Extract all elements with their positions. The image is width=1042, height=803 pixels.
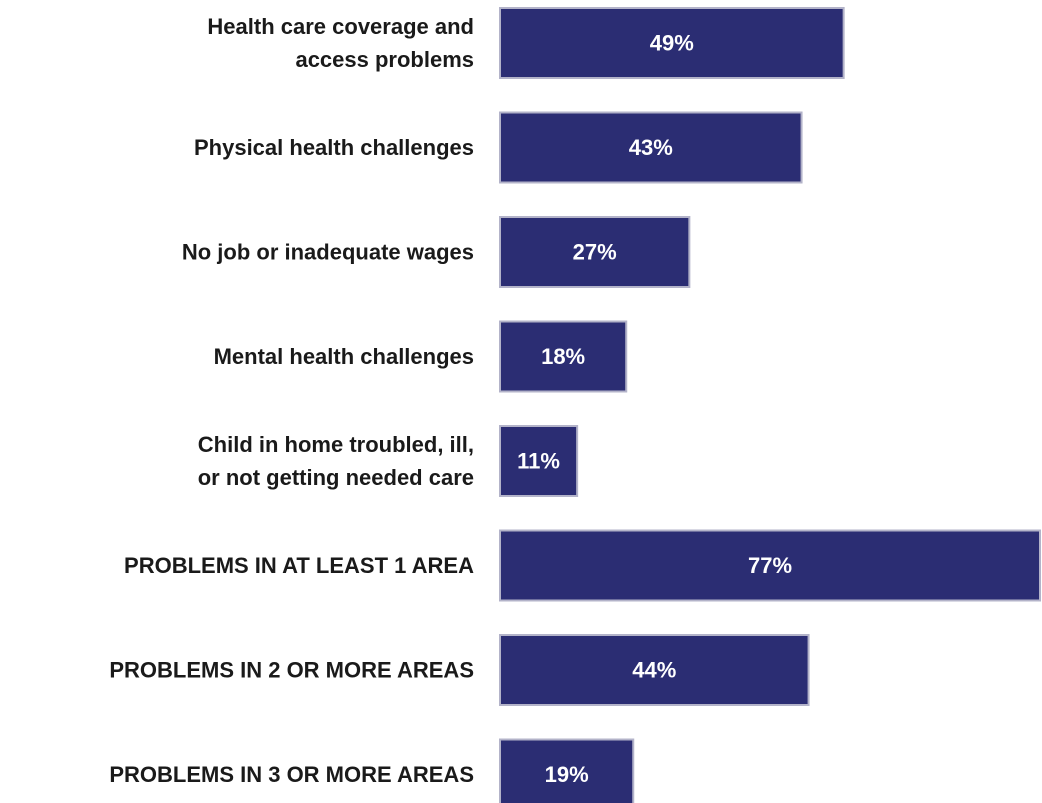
category-label: Physical health challenges [194, 135, 474, 160]
bar [499, 529, 1041, 602]
bar [499, 320, 628, 393]
value-label: 49% [650, 31, 694, 56]
category-label: Child in home troubled, ill, [198, 432, 474, 457]
bars [499, 7, 1041, 803]
value-label: 44% [632, 658, 676, 683]
value-label: 18% [541, 344, 585, 369]
value-labels: 49% 43% 27% 18% 11% 77% 44% 19% [517, 31, 792, 788]
value-label: 11% [517, 449, 560, 474]
category-labels: Health care coverage and access problems P… [109, 14, 474, 787]
bar [499, 111, 803, 184]
category-label: PROBLEMS IN AT LEAST 1 AREA [124, 553, 474, 578]
bar [499, 634, 810, 706]
category-label: PROBLEMS IN 2 OR MORE AREAS [109, 658, 474, 683]
category-label: access problems [295, 47, 474, 72]
value-label: 19% [545, 762, 589, 787]
category-label: No job or inadequate wages [182, 240, 474, 265]
value-label: 27% [573, 240, 617, 265]
bar [499, 7, 845, 79]
category-label: or not getting needed care [198, 465, 474, 490]
category-label: Health care coverage and [207, 14, 474, 39]
category-label: PROBLEMS IN 3 OR MORE AREAS [109, 762, 474, 787]
category-label: Mental health challenges [214, 344, 474, 369]
value-label: 43% [629, 135, 673, 160]
bar [499, 216, 691, 288]
bar [499, 738, 635, 803]
value-label: 77% [748, 553, 792, 578]
bar [499, 425, 579, 497]
